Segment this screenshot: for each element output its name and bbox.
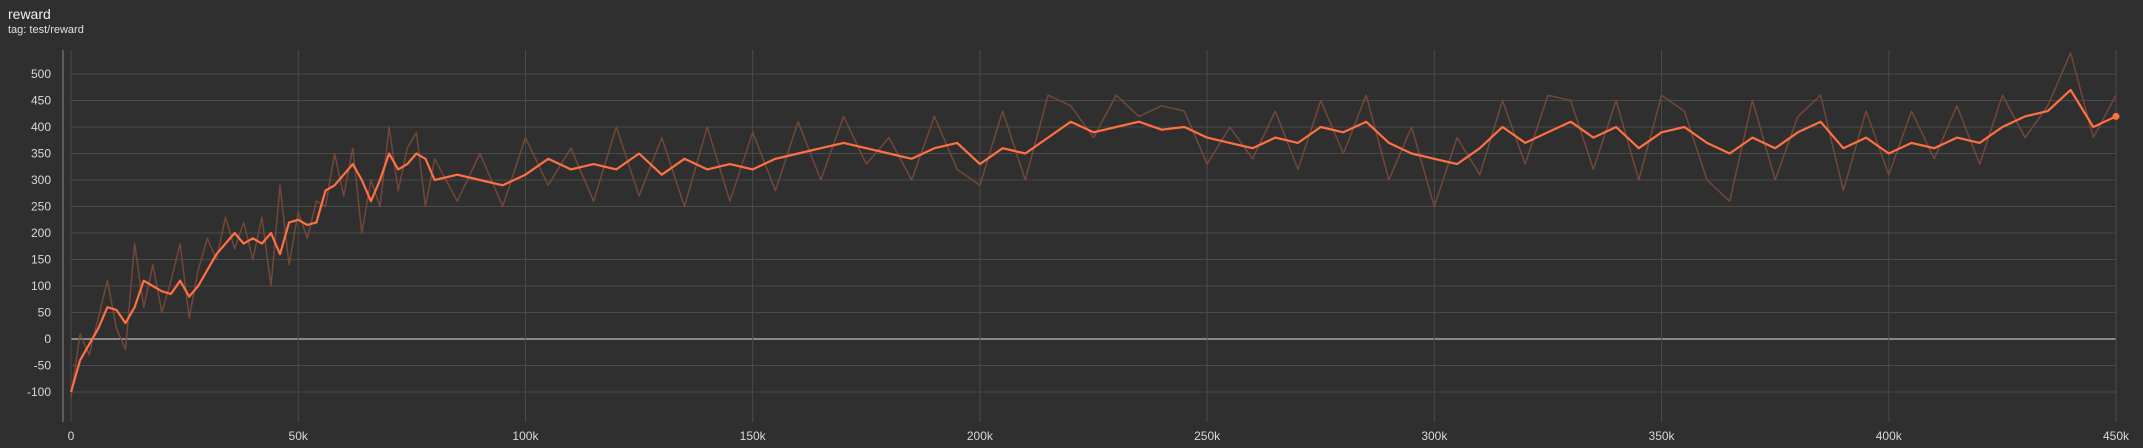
smoothed-series-line	[69, 88, 2117, 393]
y-tick-label: -50	[34, 359, 52, 373]
chart-subtitle: tag: test/reward	[8, 24, 84, 36]
y-tick-label: -100	[27, 385, 51, 399]
last-point-marker	[2112, 112, 2120, 120]
x-tick-label: 400k	[1876, 429, 1903, 443]
y-tick-label: 250	[31, 200, 51, 214]
smoothed-series-layer	[69, 88, 2120, 393]
chart-header: reward tag: test/reward	[8, 6, 84, 37]
x-tick-label: 0	[68, 429, 75, 443]
y-tick-label: 350	[31, 147, 51, 161]
y-tick-label: 100	[31, 279, 51, 293]
chart-title: reward	[8, 6, 51, 22]
raw-series-layer	[70, 52, 2117, 398]
x-tick-label: 250k	[1194, 429, 1221, 443]
x-tick-label: 50k	[289, 429, 309, 443]
y-tick-label: 50	[38, 306, 52, 320]
y-tick-label: 200	[31, 226, 51, 240]
x-tick-label: 150k	[740, 429, 767, 443]
y-tick-label: 450	[31, 94, 51, 108]
grid-layer	[70, 50, 2117, 422]
x-tick-label: 300k	[1421, 429, 1448, 443]
y-tick-label: 500	[31, 67, 51, 81]
y-tick-label: 400	[31, 120, 51, 134]
tick-label-layer: -100 -50 0 50 100 150 200 250 300 350 400 450 500 0 50…	[27, 67, 2130, 443]
y-tick-label: 150	[31, 253, 51, 267]
x-tick-label: 200k	[967, 429, 994, 443]
x-tick-label: 100k	[512, 429, 539, 443]
x-tick-label: 450k	[2103, 429, 2130, 443]
y-tick-label: 0	[44, 332, 51, 346]
raw-series-line	[70, 52, 2117, 398]
y-tick-label: 300	[31, 173, 51, 187]
x-tick-label: 350k	[1649, 429, 1676, 443]
